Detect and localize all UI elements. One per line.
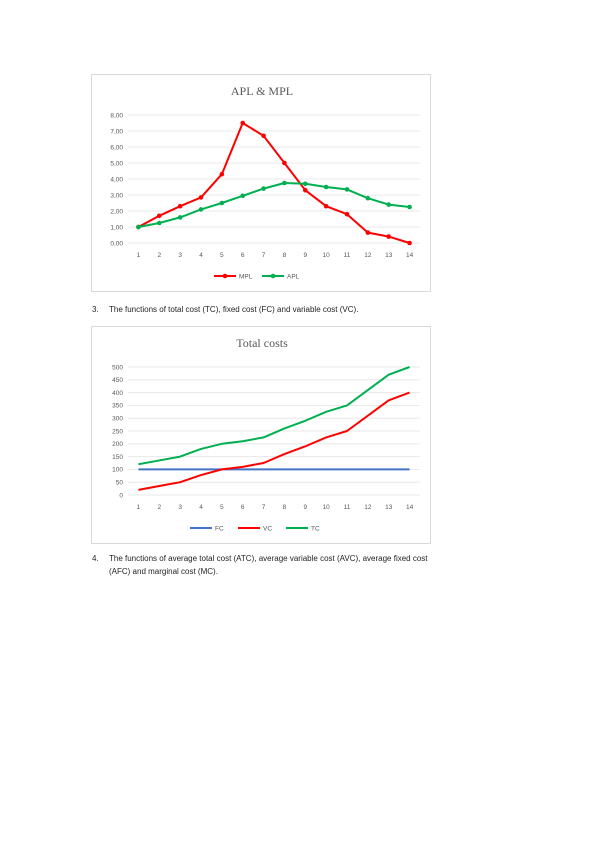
data-point-apl (219, 200, 225, 206)
x-tick-label: 9 (303, 252, 307, 259)
y-tick-label: 250 (112, 428, 123, 435)
legend-label-mpl: MPL (239, 273, 253, 280)
data-point-apl (261, 186, 266, 191)
data-point-apl (177, 215, 183, 220)
x-tick-label: 6 (241, 504, 245, 511)
x-tick-label: 6 (241, 252, 245, 259)
legend-label-tc: TC (311, 525, 320, 532)
y-tick-label: 500 (112, 364, 123, 371)
x-tick-label: 11 (344, 504, 351, 511)
legend-label-vc: VC (263, 525, 272, 532)
x-tick-label: 14 (406, 504, 414, 511)
x-tick-label: 1 (137, 252, 141, 259)
y-tick-label: 200 (112, 441, 123, 448)
data-point-apl (386, 202, 392, 207)
series-line-vc (138, 391, 410, 491)
x-tick-label: 12 (364, 252, 372, 259)
x-tick-label: 14 (406, 252, 414, 259)
caption-average-costs: 4. The functions of average total cost (A… (92, 552, 512, 578)
data-point-mpl (240, 120, 246, 126)
data-point-mpl (407, 240, 412, 246)
legend-label-fc: FC (215, 525, 224, 532)
data-point-mpl (282, 160, 287, 166)
data-point-apl (198, 207, 204, 212)
apl-mpl-chart-svg: APL & MPL 0,00 1,00 2,00 3,00 4,00 5,00 6,00 7,0… (110, 84, 420, 280)
data-point-mpl (302, 187, 308, 193)
caption-text: The functions of total cost (TC), fixed … (109, 305, 359, 314)
x-tick-label: 3 (178, 252, 182, 259)
y-tick-label: 7,00 (110, 128, 123, 135)
data-point-mpl (219, 171, 225, 177)
x-tick-label: 9 (303, 504, 307, 511)
x-tick-label: 4 (199, 252, 203, 259)
x-tick-label: 10 (323, 252, 331, 259)
data-point-apl (240, 193, 246, 199)
data-point-apl (344, 187, 350, 192)
series-line-apl (138, 182, 410, 228)
x-tick-label: 3 (178, 504, 182, 511)
y-tick-label: 400 (112, 390, 123, 397)
x-tick-label: 7 (262, 504, 266, 511)
x-tick-label: 2 (157, 504, 161, 511)
y-tick-label: 2,00 (110, 208, 123, 215)
y-tick-label: 4,00 (110, 176, 123, 183)
series-line-mpl (137, 122, 410, 244)
x-tick-label: 8 (283, 504, 287, 511)
y-tick-label: 350 (112, 403, 123, 410)
data-point-mpl (365, 230, 371, 235)
legend-label-apl: APL (287, 273, 300, 280)
x-tick-label: 10 (323, 504, 331, 511)
x-tick-label: 5 (220, 252, 224, 259)
data-point-mpl (323, 203, 329, 209)
x-tick-label: 13 (385, 252, 393, 259)
data-point-apl (302, 181, 308, 187)
x-tick-label: 5 (220, 504, 224, 511)
legend-marker-mpl (222, 273, 228, 279)
data-point-mpl (261, 133, 266, 139)
x-tick-label: 13 (385, 504, 393, 511)
chart-title: APL & MPL (231, 84, 293, 98)
legend-marker-apl (270, 273, 276, 279)
x-tick-label: 1 (137, 504, 141, 511)
series-line-tc (138, 366, 410, 466)
data-point-apl (156, 220, 162, 226)
total-costs-chart: Total costs 0 50 100 150 200 250 300 350 400 450 50… (91, 326, 431, 544)
caption-text-line2: (AFC) and marginal cost (MC). (109, 567, 218, 576)
x-tick-label: 11 (344, 252, 351, 259)
data-point-mpl (386, 234, 392, 239)
y-tick-label: 100 (112, 467, 123, 474)
y-tick-label: 50 (116, 480, 124, 487)
y-tick-label: 8,00 (110, 112, 123, 119)
caption-number: 3. (92, 305, 99, 314)
y-tick-label: 3,00 (110, 192, 123, 199)
y-tick-label: 6,00 (110, 144, 123, 151)
total-costs-chart-svg: Total costs 0 50 100 150 200 250 300 350 400 450 50… (112, 336, 420, 532)
data-point-apl (407, 204, 412, 210)
caption-number: 4. (92, 554, 99, 563)
x-tick-label: 2 (157, 252, 161, 259)
caption-total-costs: 3. The functions of total cost (TC), fixe… (92, 303, 512, 316)
y-tick-label: 300 (112, 416, 123, 423)
x-tick-label: 7 (262, 252, 266, 259)
chart-title: Total costs (236, 336, 288, 350)
y-tick-label: 0 (119, 492, 123, 499)
data-point-mpl (177, 203, 183, 209)
data-point-apl (282, 180, 287, 186)
x-tick-label: 8 (283, 252, 287, 259)
data-point-mpl (156, 213, 162, 219)
y-tick-label: 0,00 (110, 240, 123, 247)
data-point-mpl (344, 211, 350, 217)
data-point-apl (365, 195, 371, 201)
data-point-apl (323, 184, 329, 190)
data-point-apl (136, 224, 141, 230)
y-tick-label: 450 (112, 377, 123, 384)
x-tick-label: 12 (364, 504, 372, 511)
x-tick-label: 4 (199, 504, 203, 511)
y-tick-label: 1,00 (110, 224, 123, 231)
data-point-mpl (198, 195, 204, 200)
y-tick-label: 5,00 (110, 160, 123, 167)
apl-mpl-chart: APL & MPL 0,00 1,00 2,00 3,00 4,00 5,00 6,00 7,0… (91, 74, 431, 292)
caption-text-line1: The functions of average total cost (ATC… (109, 554, 428, 563)
y-tick-label: 150 (112, 454, 123, 461)
